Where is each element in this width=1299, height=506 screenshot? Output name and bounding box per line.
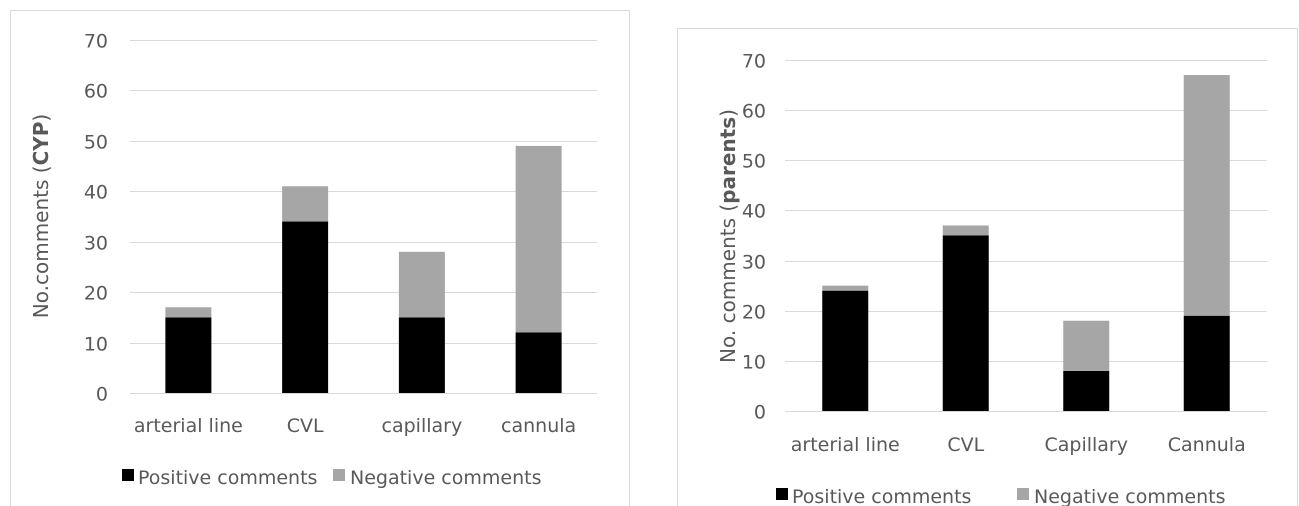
x-tick-label: capillary [382, 415, 463, 437]
chart-cyp-svg: 0 10 20 30 40 50 60 70 arterial line CVL capillar… [10, 10, 630, 506]
legend: Positive comments Negative comments [122, 467, 541, 489]
x-tick-label: arterial line [791, 434, 900, 456]
y-tick-label: 50 [742, 151, 766, 173]
y-tick-label: 70 [84, 31, 108, 53]
chart-parents-svg: 0 10 20 30 40 50 60 70 arterial line CVL Capillar… [677, 28, 1298, 506]
y-axis-label: No. comments (parents) [716, 109, 740, 363]
legend-swatch-negative [333, 469, 345, 481]
bar-segment [1063, 370, 1110, 411]
y-tick-label: 50 [84, 132, 108, 154]
y-tick-label: 40 [84, 182, 108, 204]
legend-swatch-positive [122, 469, 134, 481]
y-tick-label: 60 [742, 101, 766, 123]
bar-segment [165, 307, 212, 318]
bar-segment [942, 235, 989, 411]
legend-swatch-positive [776, 488, 788, 500]
x-tick-label: arterial line [134, 415, 243, 437]
y-tick-label: 20 [84, 283, 108, 305]
y-tick-label: 0 [96, 384, 108, 406]
y-tick-label: 70 [742, 51, 766, 73]
bar-segment [515, 332, 562, 393]
legend-swatch-negative [1017, 488, 1029, 500]
x-tick-label: Capillary [1044, 434, 1128, 456]
bar-segment [165, 317, 212, 393]
bar-segment [1063, 320, 1110, 371]
y-axis-ticks: 0 10 20 30 40 50 60 70 [742, 51, 766, 424]
y-tick-label: 0 [754, 402, 766, 424]
y-tick-label: 30 [742, 252, 766, 274]
bar-segment [1183, 315, 1230, 411]
bar-segment [942, 225, 989, 236]
bar-segment [822, 290, 869, 411]
x-axis-labels: arterial line CVL capillary cannula [134, 415, 576, 437]
y-tick-label: 40 [742, 201, 766, 223]
x-tick-label: cannula [501, 415, 576, 437]
bar-segment [822, 285, 869, 291]
x-tick-label: Cannula [1168, 434, 1246, 456]
x-tick-label: CVL [287, 415, 324, 437]
y-tick-label: 30 [84, 233, 108, 255]
legend-label-positive: Positive comments [138, 467, 317, 489]
x-tick-label: CVL [947, 434, 984, 456]
y-tick-label: 20 [742, 302, 766, 324]
y-axis-ticks: 0 10 20 30 40 50 60 70 [84, 31, 108, 406]
bar-segment [282, 221, 329, 393]
bars [822, 75, 1230, 411]
bars [165, 145, 562, 393]
legend-label-negative: Negative comments [1034, 486, 1225, 506]
legend-label-negative: Negative comments [350, 467, 541, 489]
y-tick-label: 10 [742, 352, 766, 374]
legend-label-positive: Positive comments [792, 486, 971, 506]
bar-segment [398, 251, 445, 318]
y-axis-label: No.comments (CYP) [29, 114, 53, 318]
bar-segment [282, 186, 329, 222]
bar-segment [1183, 75, 1230, 316]
chart-cyp: 0 10 20 30 40 50 60 70 arterial line CVL capillar… [0, 0, 630, 506]
bar-segment [398, 317, 445, 393]
y-tick-label: 60 [84, 81, 108, 103]
y-tick-label: 10 [84, 334, 108, 356]
bar-segment [515, 145, 562, 333]
chart-parents: 0 10 20 30 40 50 60 70 arterial line CVL Capillar… [674, 0, 1299, 506]
x-axis-labels: arterial line CVL Capillary Cannula [791, 434, 1246, 456]
legend: Positive comments Negative comments [776, 486, 1225, 506]
